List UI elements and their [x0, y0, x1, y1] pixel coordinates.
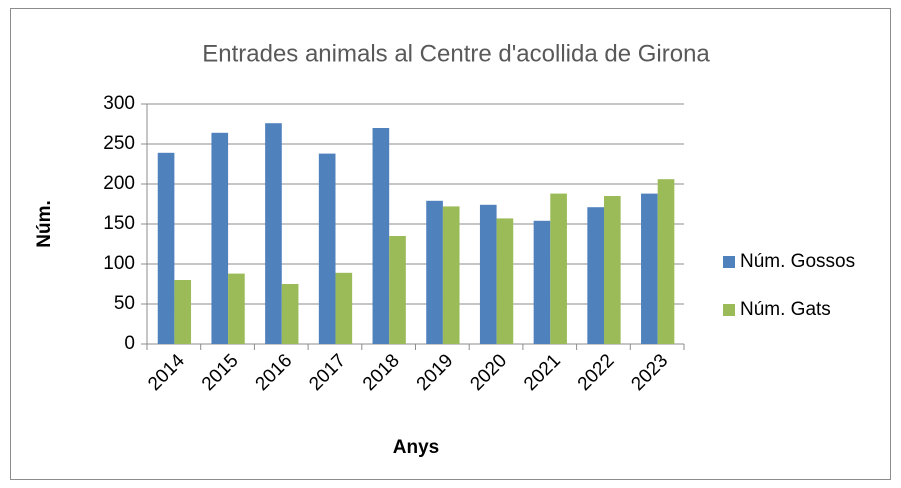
bar — [281, 284, 299, 344]
bar — [372, 128, 390, 344]
y-tick-label: 100 — [103, 253, 135, 274]
bar — [496, 218, 514, 344]
bar — [389, 236, 406, 344]
x-axis-label: Anys — [393, 437, 439, 458]
bar — [265, 123, 282, 344]
bar — [211, 132, 229, 344]
bar — [228, 273, 245, 344]
bar — [587, 207, 604, 344]
bar — [603, 196, 621, 344]
bar — [442, 206, 460, 344]
bar — [174, 280, 192, 344]
y-tick-label: 250 — [103, 133, 135, 154]
bar — [657, 179, 675, 344]
bar — [318, 153, 336, 344]
legend-swatch — [723, 304, 735, 316]
y-axis-label: Núm. — [34, 200, 55, 248]
y-tick-label: 0 — [124, 333, 135, 354]
y-tick-label: 50 — [114, 293, 135, 314]
y-tick-label: 300 — [103, 93, 135, 114]
bar — [550, 193, 567, 344]
legend-label: Núm. Gossos — [740, 251, 855, 272]
bar — [533, 220, 551, 344]
bar — [335, 272, 353, 344]
legend-label: Núm. Gats — [740, 299, 831, 320]
legend-swatch — [723, 256, 735, 268]
bar — [157, 152, 175, 344]
chart-title: Entrades animals al Centre d'acollida de… — [202, 40, 710, 67]
bar — [641, 193, 658, 344]
bar — [426, 200, 443, 344]
y-tick-label: 200 — [103, 173, 135, 194]
bar — [479, 204, 497, 344]
y-tick-label: 150 — [103, 213, 135, 234]
